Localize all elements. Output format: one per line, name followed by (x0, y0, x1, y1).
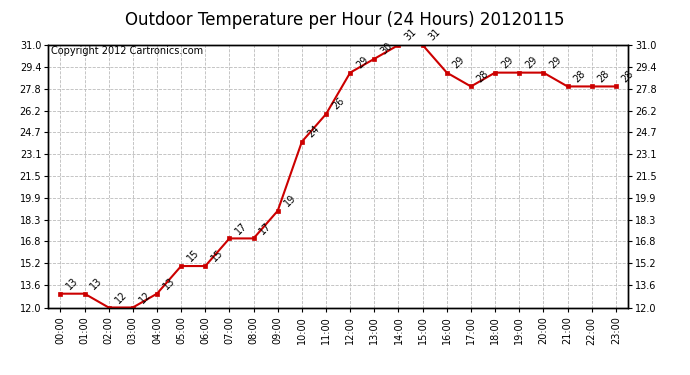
Text: 30: 30 (379, 41, 394, 57)
Text: Outdoor Temperature per Hour (24 Hours) 20120115: Outdoor Temperature per Hour (24 Hours) … (126, 11, 564, 29)
Text: 13: 13 (161, 276, 177, 291)
Text: 29: 29 (524, 55, 539, 70)
Text: 31: 31 (403, 27, 418, 43)
Text: 26: 26 (331, 96, 346, 112)
Text: 28: 28 (596, 69, 611, 84)
Text: 13: 13 (65, 276, 80, 291)
Text: 13: 13 (89, 276, 104, 291)
Text: 19: 19 (282, 193, 297, 208)
Text: 29: 29 (548, 55, 563, 70)
Text: 17: 17 (234, 220, 249, 236)
Text: 28: 28 (475, 69, 491, 84)
Text: 24: 24 (306, 124, 322, 140)
Text: 15: 15 (186, 248, 201, 264)
Text: Copyright 2012 Cartronics.com: Copyright 2012 Cartronics.com (51, 46, 204, 56)
Text: 15: 15 (210, 248, 225, 264)
Text: 12: 12 (113, 290, 128, 305)
Text: 17: 17 (258, 220, 273, 236)
Text: 12: 12 (137, 290, 152, 305)
Text: 31: 31 (427, 27, 442, 43)
Text: 29: 29 (500, 55, 515, 70)
Text: 28: 28 (572, 69, 587, 84)
Text: 29: 29 (355, 55, 370, 70)
Text: 29: 29 (451, 55, 466, 70)
Text: 28: 28 (620, 69, 635, 84)
